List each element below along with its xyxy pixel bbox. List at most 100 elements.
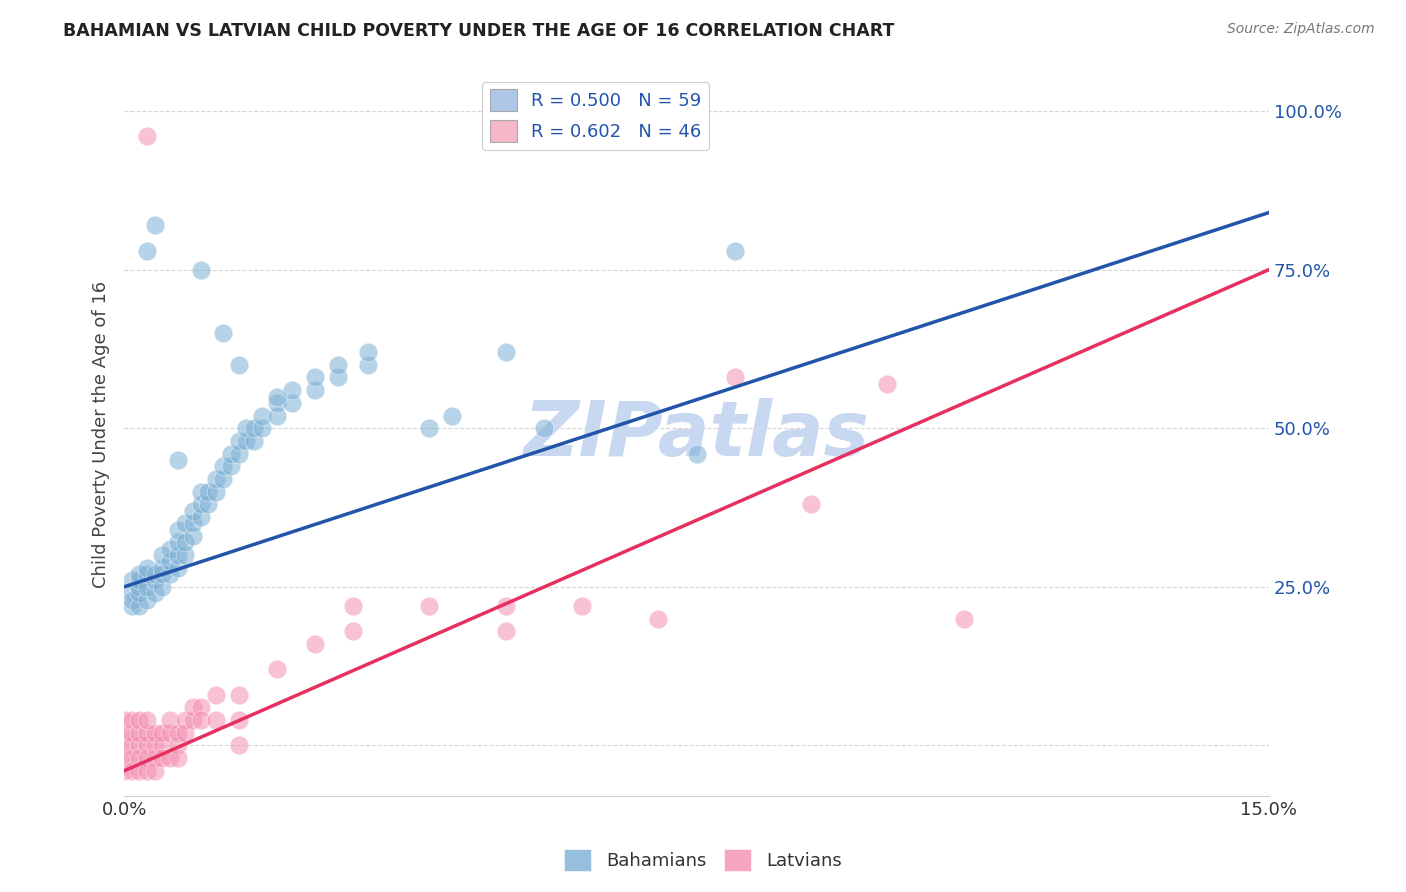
- Point: [181, 504, 204, 518]
- Point: [228, 739, 250, 753]
- Point: [304, 383, 326, 397]
- Point: [128, 764, 150, 778]
- Point: [121, 751, 143, 765]
- Point: [181, 713, 204, 727]
- Point: [128, 713, 150, 727]
- Point: [136, 739, 159, 753]
- Point: [166, 561, 188, 575]
- Point: [281, 396, 304, 410]
- Point: [166, 751, 188, 765]
- Point: [112, 764, 135, 778]
- Text: ZIPatlas: ZIPatlas: [523, 398, 869, 472]
- Point: [212, 459, 235, 474]
- Point: [150, 580, 173, 594]
- Point: [121, 586, 143, 600]
- Point: [228, 358, 250, 372]
- Point: [197, 497, 219, 511]
- Point: [235, 421, 257, 435]
- Point: [228, 688, 250, 702]
- Point: [136, 592, 159, 607]
- Point: [204, 472, 226, 486]
- Point: [495, 599, 517, 613]
- Point: [159, 567, 181, 582]
- Point: [228, 434, 250, 448]
- Point: [441, 409, 464, 423]
- Point: [204, 713, 226, 727]
- Point: [143, 586, 166, 600]
- Point: [128, 599, 150, 613]
- Point: [112, 725, 135, 739]
- Point: [181, 516, 204, 531]
- Point: [250, 421, 273, 435]
- Point: [150, 739, 173, 753]
- Point: [190, 713, 212, 727]
- Legend: Bahamians, Latvians: Bahamians, Latvians: [557, 842, 849, 879]
- Point: [159, 713, 181, 727]
- Point: [174, 535, 197, 549]
- Point: [326, 370, 349, 384]
- Point: [235, 434, 257, 448]
- Point: [357, 345, 380, 359]
- Point: [800, 497, 823, 511]
- Point: [112, 751, 135, 765]
- Point: [143, 567, 166, 582]
- Point: [174, 516, 197, 531]
- Point: [143, 218, 166, 232]
- Point: [495, 624, 517, 639]
- Point: [197, 484, 219, 499]
- Point: [166, 739, 188, 753]
- Point: [250, 409, 273, 423]
- Point: [159, 541, 181, 556]
- Point: [143, 764, 166, 778]
- Point: [143, 574, 166, 588]
- Point: [304, 637, 326, 651]
- Point: [136, 580, 159, 594]
- Point: [204, 688, 226, 702]
- Point: [136, 129, 159, 144]
- Point: [190, 484, 212, 499]
- Point: [121, 713, 143, 727]
- Point: [159, 554, 181, 568]
- Point: [166, 453, 188, 467]
- Point: [181, 700, 204, 714]
- Point: [174, 725, 197, 739]
- Point: [136, 713, 159, 727]
- Point: [166, 535, 188, 549]
- Point: [647, 611, 669, 625]
- Point: [190, 262, 212, 277]
- Point: [121, 725, 143, 739]
- Point: [190, 497, 212, 511]
- Point: [112, 739, 135, 753]
- Point: [266, 662, 288, 676]
- Point: [128, 725, 150, 739]
- Legend: R = 0.500   N = 59, R = 0.602   N = 46: R = 0.500 N = 59, R = 0.602 N = 46: [482, 82, 709, 150]
- Point: [266, 409, 288, 423]
- Point: [190, 510, 212, 524]
- Point: [166, 548, 188, 562]
- Point: [150, 548, 173, 562]
- Text: BAHAMIAN VS LATVIAN CHILD POVERTY UNDER THE AGE OF 16 CORRELATION CHART: BAHAMIAN VS LATVIAN CHILD POVERTY UNDER …: [63, 22, 894, 40]
- Point: [724, 244, 747, 258]
- Point: [212, 472, 235, 486]
- Point: [128, 586, 150, 600]
- Point: [571, 599, 593, 613]
- Point: [112, 713, 135, 727]
- Point: [121, 574, 143, 588]
- Point: [121, 592, 143, 607]
- Point: [128, 567, 150, 582]
- Point: [174, 713, 197, 727]
- Point: [143, 751, 166, 765]
- Point: [159, 725, 181, 739]
- Point: [533, 421, 555, 435]
- Point: [166, 725, 188, 739]
- Point: [281, 383, 304, 397]
- Point: [136, 764, 159, 778]
- Point: [304, 370, 326, 384]
- Point: [342, 624, 364, 639]
- Point: [174, 548, 197, 562]
- Point: [166, 523, 188, 537]
- Point: [136, 244, 159, 258]
- Point: [326, 358, 349, 372]
- Point: [121, 599, 143, 613]
- Point: [495, 345, 517, 359]
